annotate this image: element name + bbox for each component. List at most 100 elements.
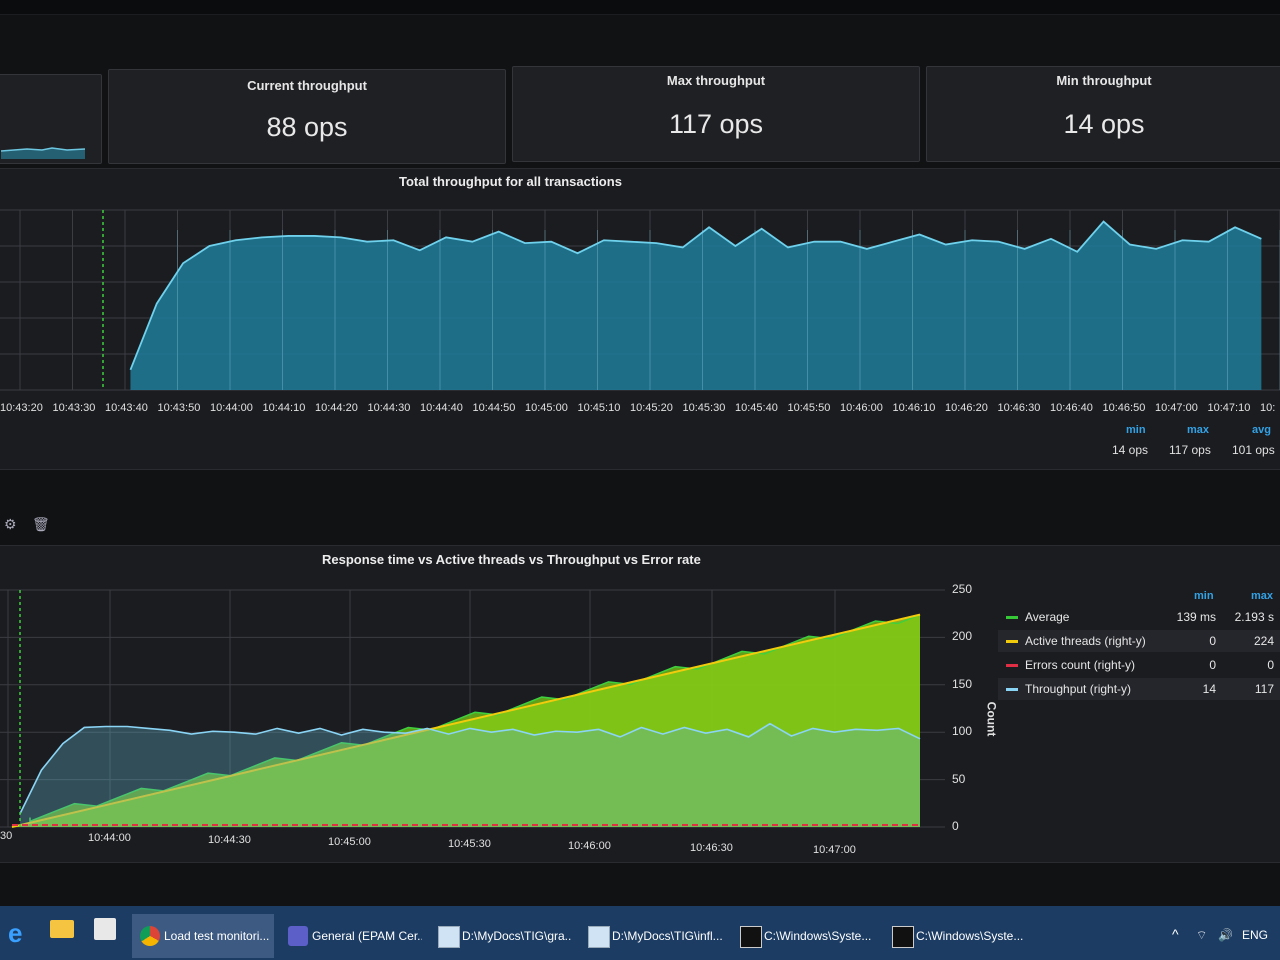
teams-icon [288, 926, 308, 946]
edge-icon[interactable]: e [8, 918, 23, 948]
legend-name: Active threads (right-y) [1025, 634, 1146, 648]
legend-min: 14 [1202, 682, 1216, 696]
x-tick-label: 10:45:00 [525, 402, 568, 414]
current-throughput-title: Current throughput [247, 78, 367, 93]
network-icon[interactable]: ⌔ [1196, 928, 1208, 942]
sparkline-panel [0, 74, 102, 164]
x-tick-label: 10:44:00 [210, 402, 253, 414]
legend-name: Throughput (right-y) [1025, 682, 1132, 696]
throughput-line [129, 220, 1262, 371]
language-indicator[interactable]: ENG [1242, 928, 1269, 942]
sparkline [0, 147, 86, 159]
throughput-legend-min-value: 14 ops [1112, 443, 1149, 457]
min-throughput-title: Min throughput [1056, 73, 1152, 88]
average-line [29, 613, 921, 823]
y-tick-label: 200 [952, 629, 973, 644]
throughput-legend-max-value: 117 ops [1169, 443, 1211, 457]
throughput-legend-avg-header: avg [1252, 424, 1271, 436]
taskbar-item-chrome[interactable]: Load test monitori... [132, 914, 274, 958]
legend-row[interactable]: Average 139 ms 2.193 s [998, 606, 1280, 628]
legend-max: 2.193 s [1234, 610, 1274, 624]
x-tick-label: 10:47:00 [813, 844, 856, 856]
x-tick-label: 10:44:10 [262, 402, 306, 414]
legend-swatch [1006, 688, 1018, 691]
console-icon [892, 926, 914, 948]
x-tick-label: 10:43:40 [105, 402, 148, 414]
max-throughput-panel: Max throughput 117 ops [512, 66, 920, 162]
x-tick-label: 10:45:40 [735, 402, 778, 414]
x-tick-label: 10:43:50 [157, 402, 201, 414]
x-tick-label: 10:46:00 [840, 402, 883, 414]
top-bar [0, 0, 1280, 15]
throughput-area [20, 723, 920, 827]
response-legend-min-header: min [1194, 590, 1214, 602]
console-icon [740, 926, 762, 948]
legend-row[interactable]: Active threads (right-y) 0 224 [998, 630, 1280, 652]
min-throughput-value: 14 ops [1063, 109, 1145, 139]
taskbar-item-notepad-2[interactable]: D:\MyDocs\TIG\infl... [580, 914, 722, 958]
trash-icon[interactable]: 🗑 [32, 516, 50, 532]
legend-min: 0 [1209, 658, 1216, 672]
x-tick-label: 10: [1260, 402, 1276, 414]
x-tick-label: 10:44:30 [208, 834, 251, 846]
x-tick-label: 10:47:10 [1207, 402, 1251, 414]
legend-max: 224 [1253, 634, 1274, 648]
x-tick-label: 10:44:50 [472, 402, 516, 414]
taskbar-label: D:\MyDocs\TIG\infl... [612, 929, 722, 943]
x-tick-label: 10:46:30 [690, 842, 733, 854]
y-tick-label: 100 [952, 724, 973, 739]
file-explorer-icon[interactable] [50, 920, 74, 938]
count-axis-label: Count [984, 701, 999, 737]
legend-swatch [1006, 640, 1018, 643]
legend-row[interactable]: Throughput (right-y) 14 117 [998, 678, 1280, 700]
legend-min: 139 ms [1176, 610, 1216, 624]
chevron-up-icon[interactable]: ^ [1172, 926, 1179, 942]
y-tick-label: 50 [952, 771, 966, 786]
x-tick-label: 30 [0, 830, 13, 842]
y-tick-label: 250 [952, 582, 973, 596]
legend-max: 117 [1254, 682, 1274, 696]
x-tick-label: 10:44:30 [367, 402, 411, 414]
chrome-icon [140, 926, 160, 946]
x-tick-label: 10:45:20 [630, 402, 673, 414]
taskbar-item-cmd-1[interactable]: C:\Windows\Syste... [732, 914, 877, 958]
active-threads-line [11, 613, 921, 828]
average-area [30, 614, 920, 827]
taskbar-label: General (EPAM Cer... [312, 929, 422, 943]
x-tick-label: 10:45:10 [577, 402, 621, 414]
x-tick-label: 10:46:50 [1102, 402, 1146, 414]
x-tick-label: 10:46:10 [892, 402, 936, 414]
current-throughput-value: 88 ops [266, 112, 348, 142]
x-tick-label: 10:43:30 [52, 402, 96, 414]
throughput-area [130, 221, 1262, 390]
settings-icon[interactable]: ⚙ [4, 516, 17, 532]
x-tick-label: 10:44:20 [315, 402, 358, 414]
taskbar-label: C:\Windows\Syste... [916, 929, 1024, 943]
x-tick-label: 10:46:00 [568, 840, 611, 852]
taskbar-item-teams[interactable]: General (EPAM Cer... [280, 914, 422, 958]
throughput-title: Total throughput for all transactions [399, 174, 622, 189]
volume-icon[interactable]: 🔊 [1218, 928, 1233, 942]
legend-name: Errors count (right-y) [1025, 658, 1136, 672]
store-icon[interactable] [94, 918, 116, 940]
current-throughput-panel: Current throughput 88 ops [108, 69, 506, 164]
x-tick-label: 10:43:20 [0, 402, 43, 414]
x-tick-label: 10:45:00 [328, 836, 371, 848]
max-throughput-title: Max throughput [666, 73, 766, 88]
legend-swatch [1006, 616, 1018, 619]
max-throughput-value: 117 ops [668, 109, 764, 139]
taskbar-item-notepad-1[interactable]: D:\MyDocs\TIG\gra... [430, 914, 572, 958]
notepad-icon [438, 926, 460, 948]
throughput-legend-max-header: max [1187, 424, 1210, 436]
y-tick-label: 150 [952, 676, 973, 691]
x-tick-label: 10:47:00 [1155, 402, 1198, 414]
legend-name: Average [1025, 610, 1070, 624]
taskbar-item-cmd-2[interactable]: C:\Windows\Syste... [884, 914, 1029, 958]
taskbar: e Load test monitori... General (EPAM Ce… [0, 906, 1280, 960]
throughput-line [19, 722, 921, 815]
legend-row[interactable]: Errors count (right-y) 0 0 [998, 654, 1280, 676]
x-tick-label: 10:45:50 [787, 402, 831, 414]
x-tick-label: 10:46:30 [997, 402, 1041, 414]
response-title: Response time vs Active threads vs Throu… [322, 552, 701, 567]
taskbar-label: Load test monitori... [164, 929, 270, 943]
